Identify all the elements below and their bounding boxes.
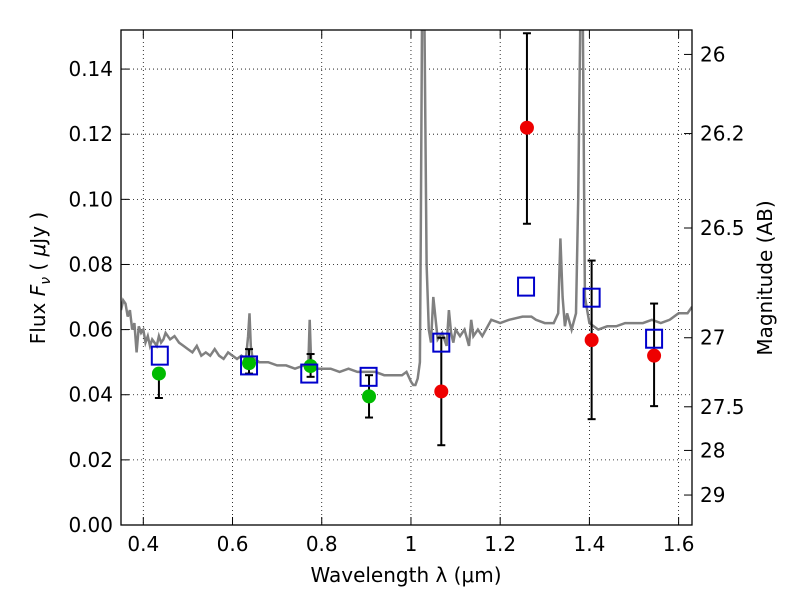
y2-tick-label: 26.2 <box>700 122 745 146</box>
model-box-13 <box>517 276 536 297</box>
x-axis-label: Wavelength λ (μm) <box>310 563 501 587</box>
model-box-8 <box>150 345 169 366</box>
x-tick-label: 1.6 <box>663 532 695 556</box>
x-tick-label: 0.4 <box>127 532 159 556</box>
grid-lines <box>121 30 692 526</box>
data-point-2 <box>303 359 318 374</box>
y-tick-label: 0.12 <box>68 122 113 146</box>
y2-tick-label: 26.5 <box>700 216 745 240</box>
x-tick-label: 1.4 <box>573 532 605 556</box>
x-axis-ticks: 0.4 0.6 0.8 1 1.2 1.4 1.6 <box>127 30 695 556</box>
model-box-10 <box>300 363 319 384</box>
y-tick-label: 0.00 <box>68 513 113 537</box>
data-point-6 <box>584 333 599 348</box>
plot-frame <box>120 29 693 526</box>
y2-tick-label: 27.5 <box>700 395 745 419</box>
y-tick-label: 0.14 <box>68 57 113 81</box>
y-tick-label: 0.04 <box>68 383 113 407</box>
y-tick-label: 0.02 <box>68 448 113 472</box>
model-box-9 <box>240 355 259 376</box>
y-tick-label: 0.10 <box>68 187 113 211</box>
x-tick-label: 0.8 <box>306 532 338 556</box>
model-spectrum-line <box>121 30 692 387</box>
y2-tick-label: 29 <box>700 483 725 507</box>
y-axis-label: Flux Fν ( μJy ) <box>26 212 54 344</box>
y-tick-label: 0.06 <box>68 318 113 342</box>
y-axis-ticks: 0.00 0.02 0.04 0.06 0.08 0.10 0.12 0.14 <box>68 57 129 537</box>
model-box-15 <box>645 328 664 349</box>
x-tick-label: 0.6 <box>217 532 249 556</box>
data-point-3 <box>362 389 377 404</box>
y2-tick-label: 26 <box>700 42 725 66</box>
model-box-14 <box>582 287 601 308</box>
secondary-y-axis-ticks: 26 26.2 26.5 27 27.5 28 29 <box>684 42 745 507</box>
model-box-12 <box>432 332 451 353</box>
x-tick-label: 1.2 <box>484 532 516 556</box>
secondary-y-axis-label: Magnitude (AB) <box>753 200 777 355</box>
x-tick-label: 1 <box>405 532 418 556</box>
data-point-4 <box>434 384 449 399</box>
y-tick-label: 0.08 <box>68 252 113 276</box>
data-point-5 <box>519 120 534 135</box>
data-point-0 <box>151 366 166 381</box>
data-points <box>150 120 664 404</box>
data-point-7 <box>647 348 662 363</box>
model-box-11 <box>359 366 378 387</box>
y2-tick-label: 27 <box>700 326 725 350</box>
y2-tick-label: 28 <box>700 438 725 462</box>
data-point-1 <box>242 356 257 371</box>
